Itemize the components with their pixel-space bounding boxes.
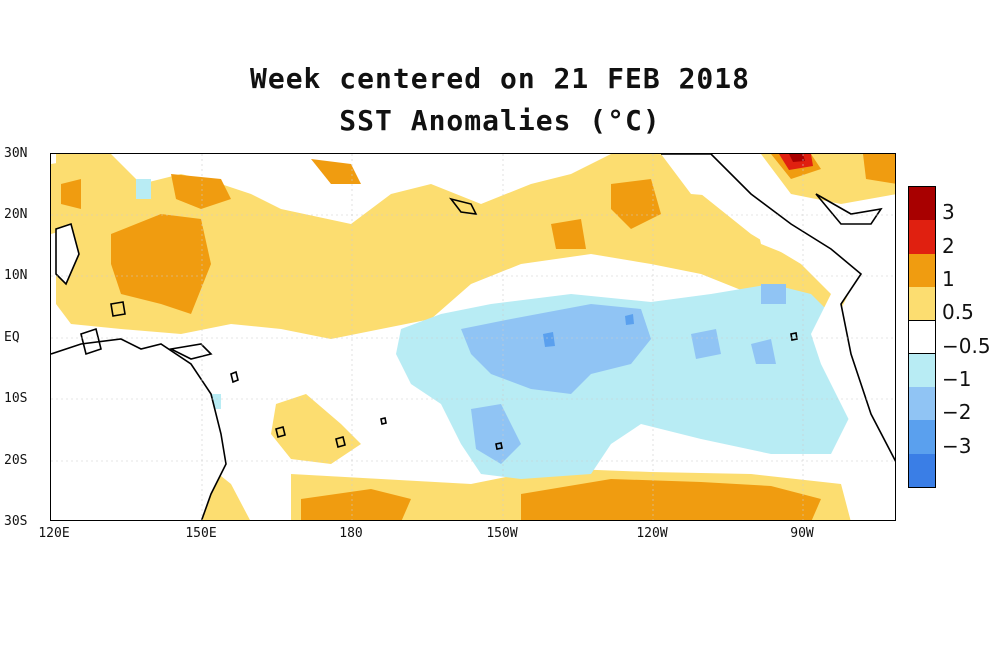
lat-label-eq: EQ	[4, 330, 20, 345]
map-subtitle: SST Anomalies (°C)	[339, 104, 661, 137]
map-canvas	[51, 154, 895, 520]
lat-label-10s: 10S	[4, 391, 28, 406]
legend-swatch	[909, 187, 935, 221]
legend-swatch	[909, 420, 935, 454]
land-masses	[51, 154, 895, 520]
legend-swatch	[909, 386, 935, 421]
legend-label: 2	[942, 233, 955, 258]
lon-label-90w: 90W	[790, 526, 814, 541]
legend-label: 0.5	[942, 300, 974, 325]
lat-label-30n: 30N	[4, 146, 28, 161]
lat-label-20s: 20S	[4, 453, 28, 468]
warm-anomaly-3-regions	[789, 154, 805, 162]
lon-label-120e: 120E	[38, 526, 70, 541]
legend-label: −1	[942, 367, 972, 391]
map-title: Week centered on 21 FEB 2018	[249, 62, 750, 95]
lat-label-30s: 30S	[4, 514, 28, 529]
legend-swatch	[909, 253, 935, 287]
coastlines	[51, 154, 895, 520]
legend-swatch	[909, 220, 935, 254]
legend-label: 3	[942, 200, 955, 225]
legend-label: −0.5	[942, 333, 991, 358]
warm-anomaly-2-regions	[779, 154, 813, 170]
lon-label-180: 180	[339, 526, 363, 541]
lat-label-10n: 10N	[4, 268, 28, 283]
color-legend	[908, 186, 936, 488]
cool-anomaly-2-regions	[543, 314, 634, 347]
gridlines	[51, 154, 895, 520]
lon-label-150w: 150W	[486, 526, 518, 541]
legend-label: −2	[942, 400, 972, 425]
lat-label-20n: 20N	[4, 207, 28, 222]
sst-anomaly-map	[50, 153, 896, 521]
lon-label-120w: 120W	[636, 526, 668, 541]
legend-label: 1	[942, 267, 955, 291]
legend-swatch	[909, 286, 935, 321]
legend-swatch	[909, 453, 935, 487]
lon-label-150e: 150E	[185, 526, 217, 541]
legend-swatch	[909, 353, 935, 387]
legend-label: −3	[942, 433, 972, 458]
legend-swatch	[909, 320, 935, 354]
cool-anomaly-1-regions	[461, 284, 786, 464]
